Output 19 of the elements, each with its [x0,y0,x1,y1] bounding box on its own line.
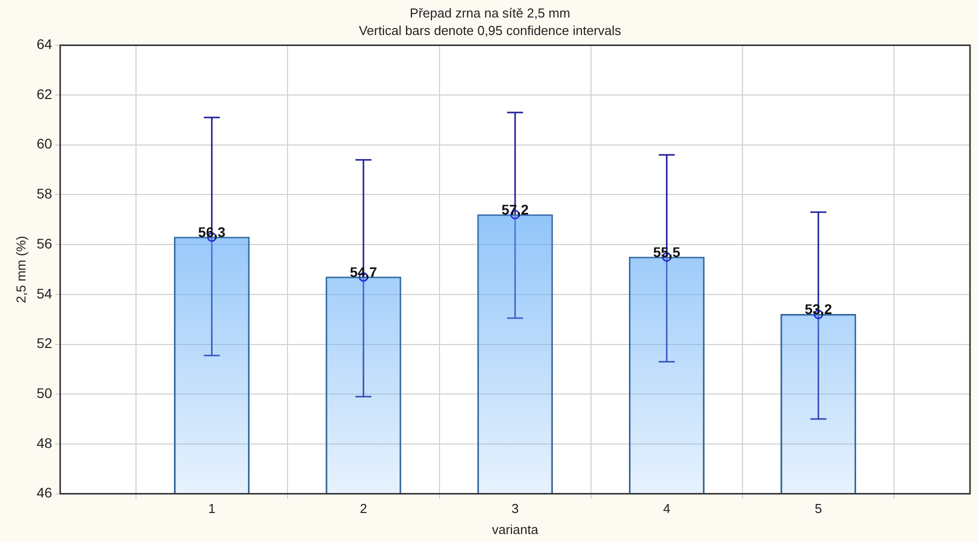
x-tick-label: 2 [360,501,368,516]
x-tick-label: 3 [511,501,519,516]
y-tick-label: 54 [36,285,52,302]
y-tick-label: 62 [36,86,52,102]
x-tick-label: 5 [814,501,822,516]
y-tick-label: 64 [36,36,52,52]
chart-title: Přepad zrna na sítě 2,5 mm [410,5,570,20]
y-tick-label: 52 [36,335,52,352]
chart-subtitle: Vertical bars denote 0,95 confidence intervals [358,22,622,38]
y-axis-title: 2,5 mm (%) [13,236,28,304]
y-tick-label: 60 [36,136,52,152]
y-tick-label: 56 [36,235,52,252]
x-axis-title: varianta [492,522,539,537]
y-tick-label: 50 [36,384,52,401]
y-tick-label: 58 [36,186,52,202]
x-tick-label: 4 [663,501,670,516]
y-tick-label: 48 [36,434,52,451]
x-tick-label: 1 [208,501,216,516]
y-tick-label: 46 [36,484,52,501]
